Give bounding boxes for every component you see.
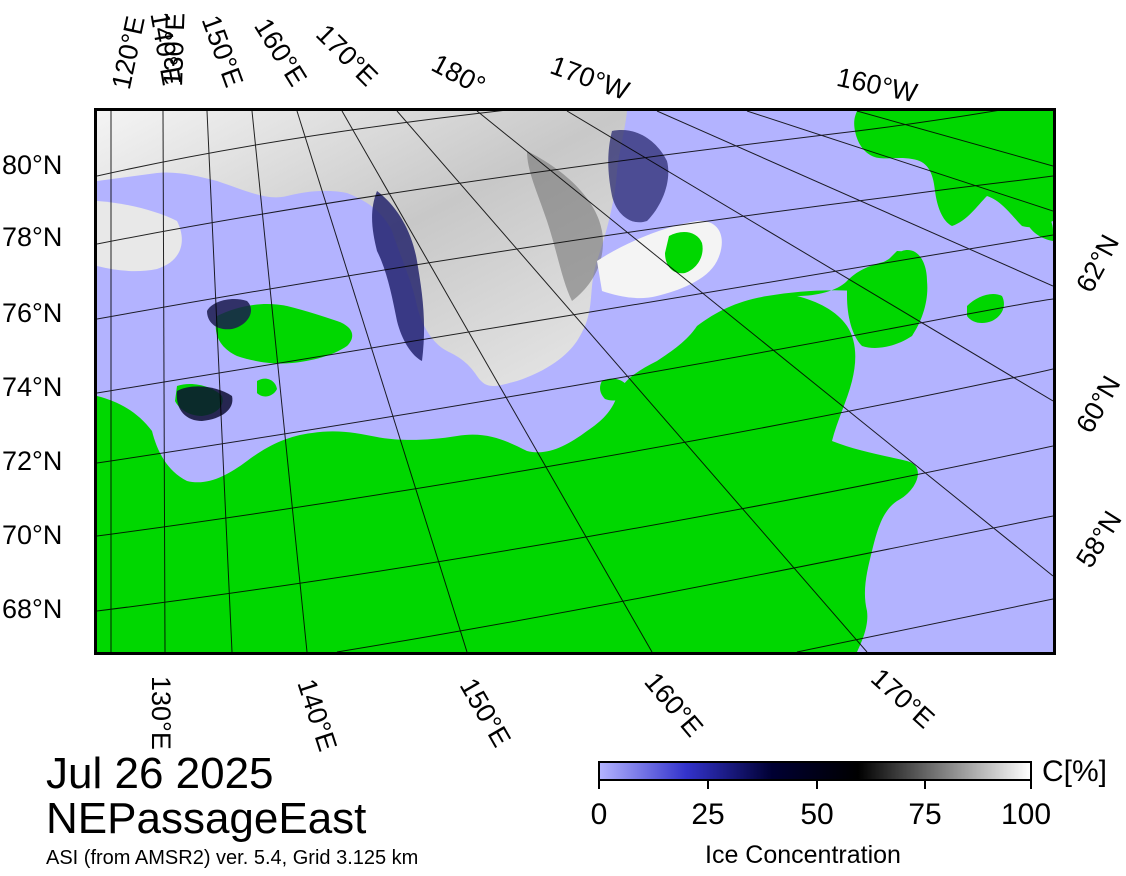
lon-label-top-180: 180° [426,48,491,101]
colorbar-tick-mark [816,781,818,789]
wrangel-island [665,231,703,274]
lon-label-bottom-170e: 170°E [865,662,941,735]
lat-label-right-62n: 62°N [1070,229,1126,298]
region-title: NEPassageEast [46,794,367,843]
colorbar-tick-label: 0 [590,798,608,831]
colorbar-tick-label: 50 [800,798,834,831]
lon-label-bottom-140e: 140°E [291,675,343,755]
bear-islands [257,378,277,397]
lon-label-top-170e: 170°E [310,18,384,93]
siberia-land [97,251,918,652]
lat-label-left-76n: 76°N [2,298,63,328]
lon-label-bottom-150e: 150°E [453,673,517,752]
colorbar-unit: C[%] [1042,755,1108,788]
lat-label-left-72n: 72°N [2,446,63,476]
sea-ice-northeast-patch [608,130,669,223]
lon-label-bottom-130e: 130°E [146,676,176,750]
new-siberian-islands [215,304,353,364]
lat-label-right-60n: 60°N [1070,370,1126,438]
colorbar-tick-mark [1030,781,1032,789]
colorbar-tick-label: 75 [908,798,942,831]
lyakhovsky-ice-fringe [176,386,233,421]
lat-label-left-80n: 80°N [2,150,63,180]
colorbar-tick-label: 25 [691,798,725,831]
sea-ice-dark-band [527,151,603,301]
lat-label-right-58n: 58°N [1070,505,1126,573]
lat-label-left-74n: 74°N [2,372,63,402]
colorbar-tick-mark [924,781,926,789]
colorbar [598,761,1032,781]
alaska-coast-right [1027,206,1053,241]
alaska-land [854,111,1053,228]
sea-ice-marginal-zone [372,191,425,361]
lat-label-left-78n: 78°N [2,222,63,252]
lon-label-top-120e: 120°E [106,13,151,92]
data-source-note: ASI (from AMSR2) ver. 5.4, Grid 3.125 km [46,847,419,869]
lon-label-top-160w: 160°W [834,62,920,109]
lat-label-left-68n: 68°N [2,594,63,624]
map-canvas [97,111,1053,652]
lat-label-left-70n: 70°N [2,520,63,550]
sea-ice-wrangel [597,220,722,299]
sea-ice-pack [97,111,627,386]
lon-label-top-150e: 150°E [195,11,250,91]
colorbar-title: Ice Concentration [705,841,901,869]
lon-label-top-160e: 160°E [248,12,313,92]
st-lawrence-island [967,294,1004,324]
colorbar-tick-mark [598,781,600,789]
ayon-island [600,378,629,401]
new-siberian-ice-fringe [207,299,252,330]
lon-label-top-170w: 170°W [546,50,634,107]
colorbar-tick-mark [707,781,709,789]
chukotka-land [847,250,928,348]
graticule [97,111,1053,652]
colorbar-tick-label: 100 [1000,798,1052,831]
lon-label-bottom-160e: 160°E [638,666,710,743]
date-title: Jul 26 2025 [46,749,274,798]
map-panel [94,108,1056,655]
